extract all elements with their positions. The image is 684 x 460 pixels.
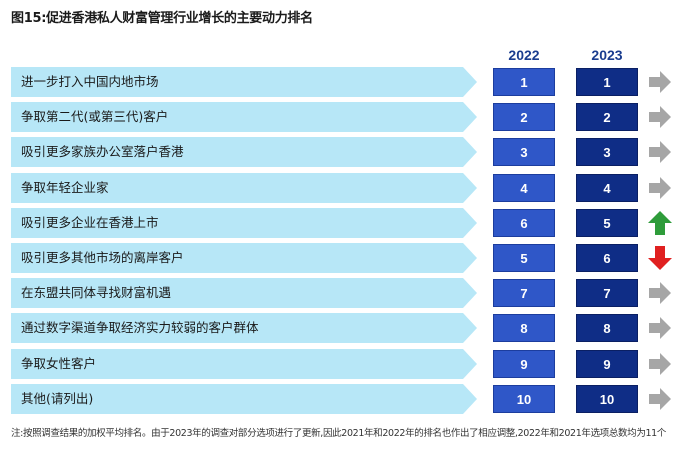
column-header-2022: 2022 <box>508 47 540 63</box>
table-row: 争取女性客户 9 9 <box>11 349 681 379</box>
column-header-2023: 2023 <box>591 47 623 63</box>
row-label: 在东盟共同体寻找财富机遇 <box>21 285 172 300</box>
row-label: 通过数字渠道争取经济实力较弱的客户群体 <box>21 320 259 335</box>
row-label: 吸引更多其他市场的离岸客户 <box>21 250 184 265</box>
rank-2022-cell: 8 <box>493 314 555 342</box>
arrow-right-icon <box>649 317 671 339</box>
row-label: 争取年轻企业家 <box>21 180 109 195</box>
table-row: 通过数字渠道争取经济实力较弱的客户群体 8 8 <box>11 313 681 343</box>
table-row: 争取年轻企业家 4 4 <box>11 173 681 203</box>
row-label-arrow <box>11 384 477 414</box>
row-label-arrow <box>11 102 477 132</box>
rank-2023-cell: 7 <box>576 279 638 307</box>
rank-2022-cell: 4 <box>493 174 555 202</box>
table-row: 吸引更多企业在香港上市 6 5 <box>11 208 681 238</box>
table-row: 吸引更多家族办公室落户香港 3 3 <box>11 137 681 167</box>
rank-2023-cell: 5 <box>576 209 638 237</box>
arrow-down-icon <box>648 246 672 270</box>
rank-2023-cell: 10 <box>576 385 638 413</box>
rank-2023-cell: 2 <box>576 103 638 131</box>
rank-2022-cell: 5 <box>493 244 555 272</box>
table-row: 吸引更多其他市场的离岸客户 5 6 <box>11 243 681 273</box>
table-row: 其他(请列出) 10 10 <box>11 384 681 414</box>
rank-2022-cell: 2 <box>493 103 555 131</box>
row-label: 进一步打入中国内地市场 <box>21 74 159 89</box>
rank-2022-cell: 9 <box>493 350 555 378</box>
row-label-arrow <box>11 173 477 203</box>
page-title: 图15:促进香港私人财富管理行业增长的主要动力排名 <box>11 11 313 26</box>
arrow-right-icon <box>649 282 671 304</box>
row-label-arrow <box>11 243 477 273</box>
footnote: 注:按照调查结果的加权平均排名。由于2023年的调查对部分选项进行了更新,因此2… <box>11 428 667 439</box>
arrow-right-icon <box>649 71 671 93</box>
row-label-arrow <box>11 67 477 97</box>
row-label-arrow <box>11 208 477 238</box>
table-row: 争取第二代(或第三代)客户 2 2 <box>11 102 681 132</box>
arrow-right-icon <box>649 353 671 375</box>
rank-2023-cell: 9 <box>576 350 638 378</box>
rank-2022-cell: 3 <box>493 138 555 166</box>
row-label: 吸引更多企业在香港上市 <box>21 215 159 230</box>
row-label-arrow <box>11 313 477 343</box>
rank-2023-cell: 3 <box>576 138 638 166</box>
arrow-right-icon <box>649 177 671 199</box>
row-label-arrow <box>11 278 477 308</box>
arrow-right-icon <box>649 106 671 128</box>
table-row: 进一步打入中国内地市场 1 1 <box>11 67 681 97</box>
rank-2023-cell: 1 <box>576 68 638 96</box>
row-label: 争取第二代(或第三代)客户 <box>21 109 169 124</box>
row-label: 争取女性客户 <box>21 356 97 371</box>
arrow-up-icon <box>648 211 672 235</box>
table-row: 在东盟共同体寻找财富机遇 7 7 <box>11 278 681 308</box>
rank-2023-cell: 6 <box>576 244 638 272</box>
row-label: 吸引更多家族办公室落户香港 <box>21 144 184 159</box>
arrow-right-icon <box>649 141 671 163</box>
arrow-right-icon <box>649 388 671 410</box>
rank-2022-cell: 7 <box>493 279 555 307</box>
rank-2023-cell: 4 <box>576 174 638 202</box>
rank-2022-cell: 6 <box>493 209 555 237</box>
rank-2022-cell: 1 <box>493 68 555 96</box>
row-label-arrow <box>11 349 477 379</box>
row-label-arrow <box>11 137 477 167</box>
row-label: 其他(请列出) <box>21 391 94 406</box>
rank-2022-cell: 10 <box>493 385 555 413</box>
rank-2023-cell: 8 <box>576 314 638 342</box>
